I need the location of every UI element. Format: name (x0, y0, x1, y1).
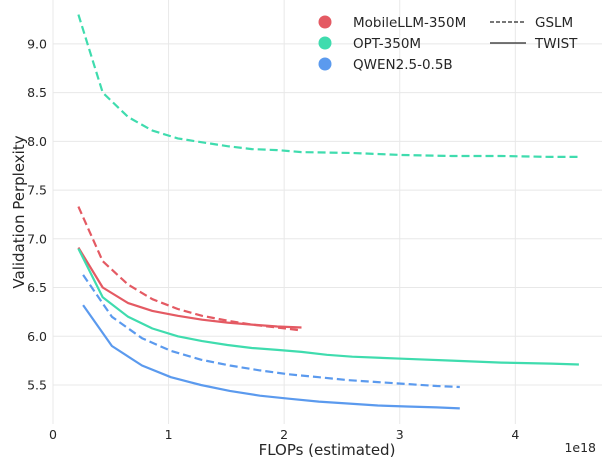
series-line-qwen2-5-0-5b-twist (82, 304, 460, 410)
y-tick-label: 6.0 (27, 329, 47, 344)
legend-marker (318, 57, 332, 71)
y-tick-label: 6.5 (27, 280, 47, 295)
legend: MobileLLM-350M OPT-350M QWEN2.5-0.5B GSLM TW… (318, 15, 578, 73)
series-line-qwen2-5-0-5b-gslm (82, 274, 460, 389)
x-offset-label: 1e18 (564, 440, 596, 455)
x-tick-label: 1 (165, 427, 173, 442)
y-axis-label: Validation Perplexity (10, 135, 28, 288)
y-tick-label: 7.0 (27, 231, 47, 246)
legend-label: MobileLLM-350M (353, 15, 466, 31)
legend-label: GSLM (535, 15, 573, 31)
legend-label: TWIST (534, 36, 578, 52)
y-tick-label: 8.0 (27, 134, 47, 149)
series-line-mobilellm-350m-gslm (77, 206, 302, 332)
legend-marker (318, 36, 332, 50)
grid (52, 0, 602, 424)
y-tick-label: 5.5 (27, 378, 47, 393)
series-lines (77, 14, 579, 410)
x-axis: 0 1 2 3 4 (49, 427, 519, 442)
y-tick-label: 8.5 (27, 85, 47, 100)
x-tick-label: 3 (396, 427, 404, 442)
series-line-mobilellm-350m-twist (77, 247, 302, 329)
legend-label: QWEN2.5-0.5B (353, 57, 453, 73)
legend-label: OPT-350M (353, 36, 421, 52)
plot-area (53, 0, 602, 424)
y-tick-label: 9.0 (27, 36, 47, 51)
series-line-opt-350m-gslm (77, 14, 579, 158)
series-line-opt-350m-twist (77, 248, 579, 366)
x-tick-label: 0 (49, 427, 57, 442)
y-tick-label: 7.5 (27, 183, 47, 198)
y-axis: 5.5 6.0 6.5 7.0 7.5 8.0 8.5 9.0 (27, 36, 47, 392)
legend-marker (318, 15, 332, 29)
x-tick-label: 2 (280, 427, 288, 442)
x-tick-label: 4 (511, 427, 519, 442)
x-axis-label: FLOPs (estimated) (259, 441, 396, 459)
